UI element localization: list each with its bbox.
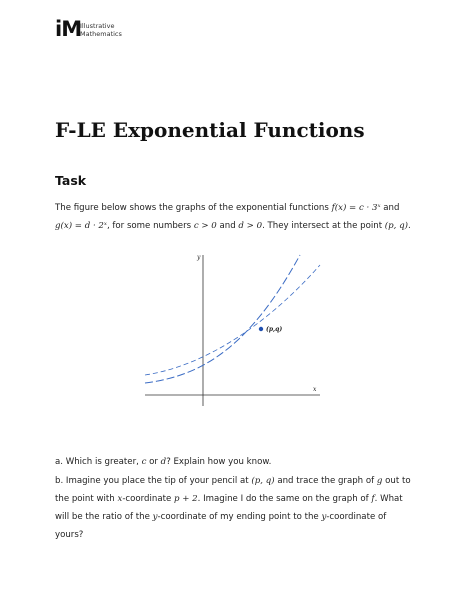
text: and xyxy=(216,221,239,231)
math: x xyxy=(117,494,123,504)
text: . Imagine I do the same on the graph of xyxy=(197,494,372,504)
text: -coordinate of my ending point to the xyxy=(157,512,322,522)
logo-mark: iM xyxy=(55,17,82,41)
math: c > 0 xyxy=(193,221,217,231)
intro: The figure below shows the graphs of the… xyxy=(55,199,413,235)
math: (p, q) xyxy=(384,221,408,231)
question: a. Which is greater, c or d? Explain how… xyxy=(55,453,413,471)
math: (p, q) xyxy=(251,476,275,486)
text: . What will be the ratio of the xyxy=(55,494,403,522)
text: ? Explain how you know. xyxy=(166,457,272,467)
text: . They intersect at the point xyxy=(262,221,385,231)
title: F-LE Exponential Functions xyxy=(55,118,365,142)
point-label: (p,q) xyxy=(266,326,282,333)
text: . xyxy=(407,221,411,231)
logo-line: Illustrative xyxy=(80,22,115,30)
math: g xyxy=(376,476,383,486)
math: p + 2 xyxy=(173,494,198,504)
intersection-point xyxy=(258,326,264,332)
math: f(x) = c · 3ˣ xyxy=(331,203,381,213)
logo-line: Mathematics xyxy=(80,30,122,38)
text: , for some numbers xyxy=(106,221,194,231)
text: b. Imagine you place the tip of your pen… xyxy=(55,476,252,486)
math: g(x) = d · 2ˣ xyxy=(55,221,107,231)
math: d > 0 xyxy=(238,221,263,231)
math: y xyxy=(321,512,327,522)
y-axis-label: y xyxy=(196,254,201,261)
text: or xyxy=(146,457,161,467)
math: f xyxy=(371,494,375,504)
text: -coordinate xyxy=(122,494,174,504)
x-axis-label: x xyxy=(313,386,317,393)
text: -coordinate of yours? xyxy=(55,512,387,540)
text: The figure below shows the graphs of the… xyxy=(55,203,332,213)
math: c xyxy=(141,457,147,467)
curve-g xyxy=(144,264,321,376)
text: out to the point with xyxy=(55,476,411,504)
section-heading: Task xyxy=(55,173,87,188)
logo-text: Illustrative Mathematics xyxy=(80,22,122,38)
math: d xyxy=(160,457,167,467)
text: and xyxy=(380,203,400,213)
curve-f xyxy=(144,254,301,384)
math: y xyxy=(152,512,158,522)
question: b. Imagine you place the tip of your pen… xyxy=(55,472,413,544)
text: a. Which is greater, xyxy=(55,457,142,467)
text: and trace the graph of xyxy=(274,476,377,486)
